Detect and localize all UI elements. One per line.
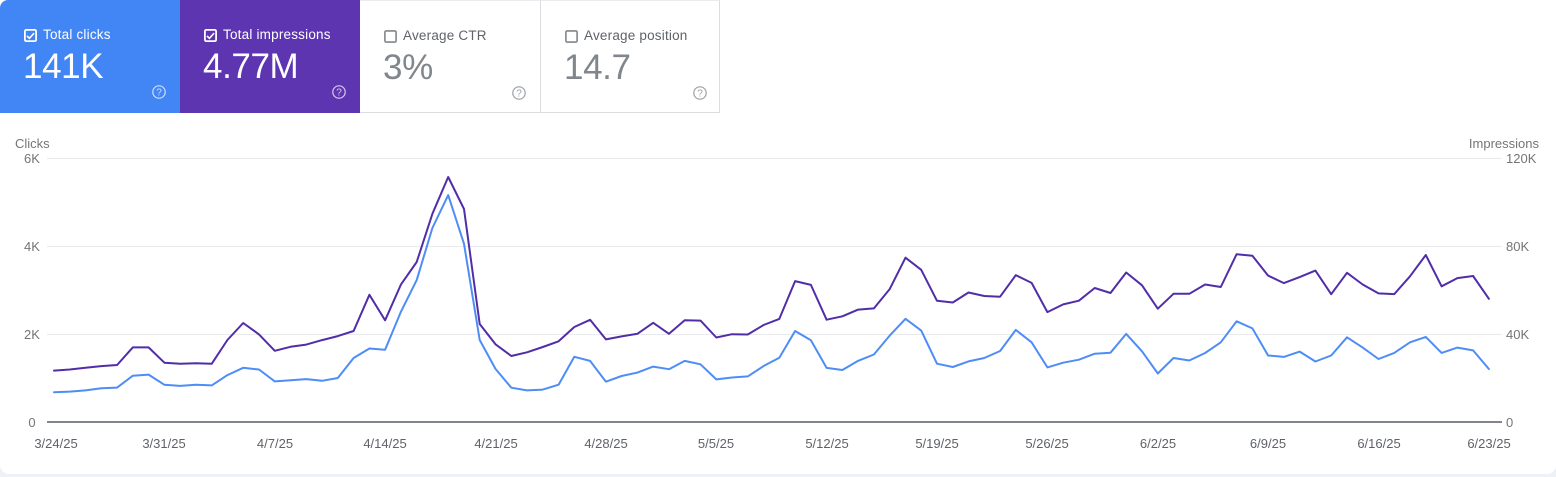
svg-text:?: ? xyxy=(697,89,703,100)
svg-text:?: ? xyxy=(336,88,342,99)
svg-text:?: ? xyxy=(516,89,522,100)
svg-text:?: ? xyxy=(156,88,162,99)
